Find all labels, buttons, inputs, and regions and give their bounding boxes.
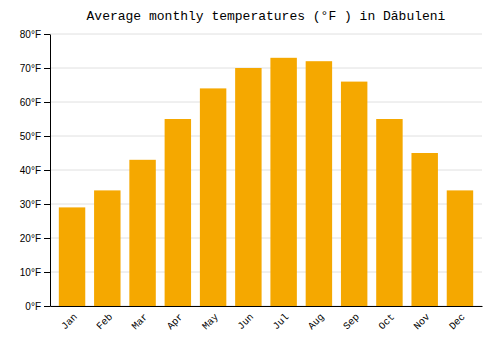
tick-label: 70°F [20,63,41,74]
tick-label: 10°F [20,267,41,278]
bar [94,190,120,306]
bar [59,207,85,306]
tick: 0°F [25,301,50,312]
grid-line [50,102,482,103]
tick: Aug [306,306,327,332]
y-axis: 0°F 10°F 20°F 30°F 40°F 50°F 60°F 70°F 80°F [20,29,51,312]
tick: May [200,306,221,332]
tick: 70°F [20,63,50,74]
tick-mark [44,102,50,103]
tick-label: Apr [165,312,186,333]
tick-label: 80°F [20,29,41,40]
tick: Feb [95,306,116,332]
axis-line [51,306,483,307]
tick-label: 40°F [20,165,41,176]
tick-mark [44,34,50,35]
tick: 50°F [20,131,50,142]
tick-label: Jun [236,312,257,333]
tick: Jul [271,306,292,332]
tick-label: 0°F [25,301,41,312]
tick: 40°F [20,165,50,176]
tick-mark [44,68,50,69]
tick-label: Aug [306,312,327,333]
tick-label: Oct [377,312,398,333]
tick-label: Dec [447,312,468,333]
tick: Apr [165,306,186,332]
grid-line [50,68,482,69]
tick-label: Sep [341,312,362,333]
title: Average monthly temperatures (°F ) in Dă… [87,9,446,24]
bar [129,160,155,306]
bar [200,88,226,306]
tick-mark [44,170,50,171]
bar [270,58,296,306]
bar [306,61,332,306]
tick-mark [44,306,50,307]
axis-line [50,35,51,307]
tick-label: 20°F [20,233,41,244]
tick-mark [44,272,50,273]
bar [235,68,261,306]
tick-mark [44,238,50,239]
tick-mark [44,204,50,205]
bar [165,119,191,306]
tick: 30°F [20,199,50,210]
tick: Nov [412,306,433,332]
tick: 80°F [20,29,50,40]
tick: Dec [447,306,468,332]
tick: 20°F [20,233,50,244]
tick: Sep [341,306,362,332]
tick-label: 60°F [20,97,41,108]
tick-label: Mar [130,312,151,333]
tick-label: Feb [95,312,116,333]
chart: 0°F 10°F 20°F 30°F 40°F 50°F 60°F 70°F 80°F Jan Fe… [0,0,500,350]
bar [376,119,402,306]
grid-line [50,136,482,137]
grid-line [50,34,482,35]
bar [341,82,367,306]
bar [411,153,437,306]
tick: Jan [59,306,80,332]
tick-label: 30°F [20,199,41,210]
tick-label: Jan [59,312,80,333]
tick-label: Jul [271,312,292,333]
tick-label: May [200,312,221,333]
plot: 0°F 10°F 20°F 30°F 40°F 50°F 60°F 70°F 80°F Jan Fe… [20,29,483,332]
tick: Jun [236,306,257,332]
bars [59,58,473,306]
bar [447,190,473,306]
tick: Mar [130,306,151,332]
tick: 60°F [20,97,50,108]
tick: Oct [377,306,398,332]
tick-mark [44,136,50,137]
tick-label: 50°F [20,131,41,142]
x-axis: Jan Feb Mar Apr May Jun Jul Aug Sep Oct Nov Dec [51,306,483,332]
tick: 10°F [20,267,50,278]
tick-label: Nov [412,312,433,333]
grid [50,34,482,306]
